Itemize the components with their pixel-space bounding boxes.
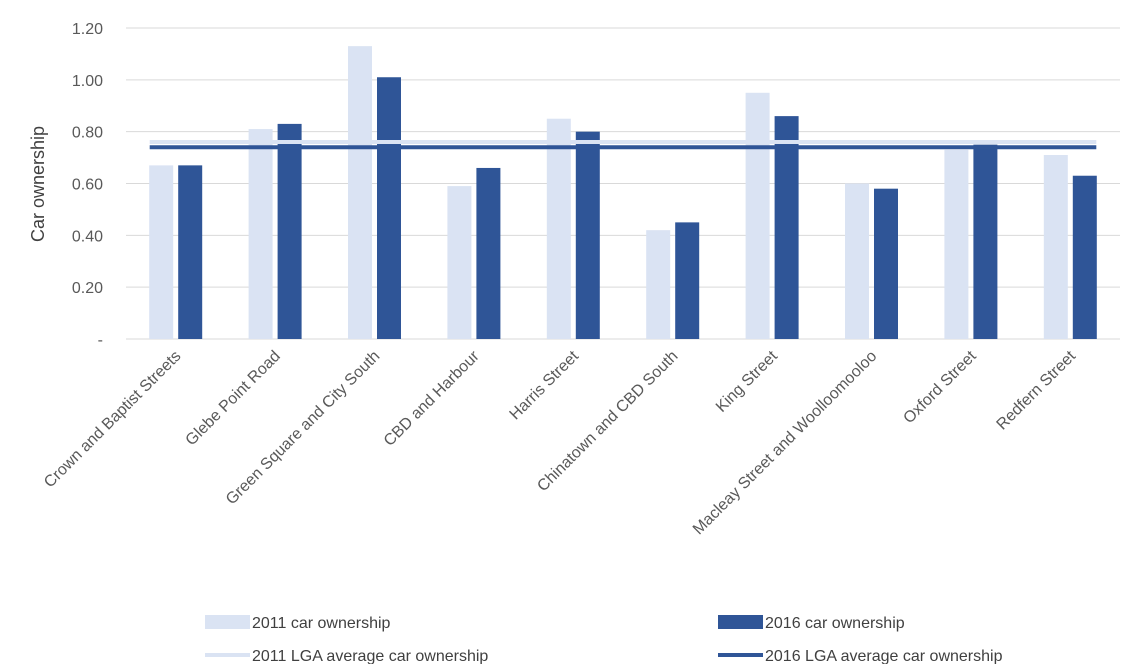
bar-2016 xyxy=(277,123,302,340)
legend: 2011 car ownership 2016 car ownership 2011… xyxy=(205,615,1003,664)
bar-2011 xyxy=(745,92,770,340)
y-tick-label: 0.20 xyxy=(72,280,103,297)
bar-2016 xyxy=(1072,175,1097,339)
bar-2016 xyxy=(774,116,799,339)
y-axis-label: Car ownership xyxy=(28,126,48,242)
x-tick-label: King Street xyxy=(713,347,781,415)
x-tick-label: Redfern Street xyxy=(994,347,1080,433)
legend-label: 2016 LGA average car ownership xyxy=(765,648,1003,664)
bar-2011 xyxy=(1043,154,1068,339)
bar-2011 xyxy=(447,186,472,339)
bar-2011 xyxy=(348,46,372,340)
bars xyxy=(149,46,1097,340)
bar-2016 xyxy=(476,167,501,339)
bar-2016 xyxy=(575,131,600,339)
legend-label: 2011 car ownership xyxy=(252,615,391,632)
x-tick-label: Crown and Baptist Streets xyxy=(41,348,184,491)
y-tick-label: 1.00 xyxy=(72,73,103,90)
bar-2011 xyxy=(248,129,273,339)
bar-2016 xyxy=(377,77,401,339)
legend-swatch xyxy=(205,615,250,629)
y-tick-label: - xyxy=(98,332,103,349)
legend-swatch xyxy=(718,615,763,629)
bar-2011 xyxy=(845,183,869,339)
y-axis-ticks: - 0.20 0.40 0.60 0.80 1.00 1.20 xyxy=(72,21,103,349)
y-tick-label: 0.80 xyxy=(72,125,103,142)
average-lines xyxy=(149,140,1097,150)
x-tick-label: Oxford Street xyxy=(900,347,980,427)
bar-2011 xyxy=(944,149,969,339)
x-tick-label: CBD and Harbour xyxy=(381,347,483,449)
y-tick-label: 1.20 xyxy=(72,21,103,38)
y-tick-label: 0.40 xyxy=(72,228,103,245)
bar-2016 xyxy=(675,222,700,339)
bar-2016 xyxy=(874,188,898,339)
legend-label: 2016 car ownership xyxy=(765,615,905,632)
x-tick-label: Macleay Street and Woolloomooloo xyxy=(690,348,880,538)
bar-2011 xyxy=(149,165,174,339)
bar-2016 xyxy=(178,165,203,339)
x-tick-label: Glebe Point Road xyxy=(183,348,284,449)
legend-label: 2011 LGA average car ownership xyxy=(252,648,488,664)
bar-2011 xyxy=(546,118,571,339)
y-tick-label: 0.60 xyxy=(72,177,103,194)
bar-2011 xyxy=(646,230,671,339)
bar-2016 xyxy=(973,144,998,339)
gridlines xyxy=(126,27,1120,340)
x-tick-label: Harris Street xyxy=(507,347,583,423)
